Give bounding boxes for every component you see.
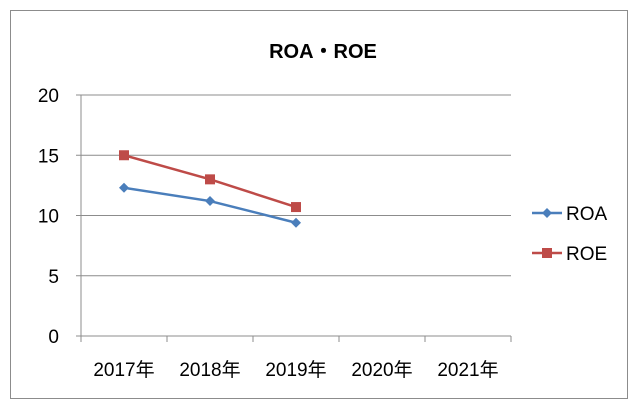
legend-item-roe: ROE <box>532 244 607 265</box>
series-roe <box>119 150 301 213</box>
y-tick-label: 15 <box>38 146 59 167</box>
x-tick-label: 2019年 <box>265 359 326 381</box>
legend-item-roa: ROA <box>532 204 608 225</box>
data-point-diamond <box>119 182 129 193</box>
x-axis-ticks: 2017年 2018年 2019年 2020年 2021年 <box>80 336 512 381</box>
chart-title: ROA・ROE <box>269 41 377 63</box>
data-point-diamond <box>205 196 215 207</box>
y-tick-label: 10 <box>38 207 59 228</box>
chart-frame <box>10 10 628 399</box>
data-point-square <box>291 202 301 213</box>
x-tick-label: 2020年 <box>351 359 412 381</box>
data-point-diamond <box>291 217 301 228</box>
series-layer <box>119 150 301 228</box>
gridlines <box>81 94 511 277</box>
legend: ROA ROE <box>532 204 608 265</box>
x-tick-label: 2018年 <box>179 359 240 381</box>
legend-label: ROE <box>566 244 607 265</box>
data-point-square <box>205 174 215 185</box>
x-tick-label: 2021年 <box>437 359 498 381</box>
y-axis-ticks: 0 5 10 15 20 <box>38 86 81 348</box>
y-tick-label: 20 <box>38 86 59 107</box>
y-tick-label: 5 <box>48 267 59 288</box>
series-roa <box>119 182 301 228</box>
data-point-diamond <box>542 208 552 218</box>
data-point-square <box>542 248 552 258</box>
data-point-square <box>119 150 129 161</box>
legend-label: ROA <box>566 204 608 225</box>
x-tick-label: 2017年 <box>93 359 154 381</box>
y-tick-label: 0 <box>48 327 59 348</box>
